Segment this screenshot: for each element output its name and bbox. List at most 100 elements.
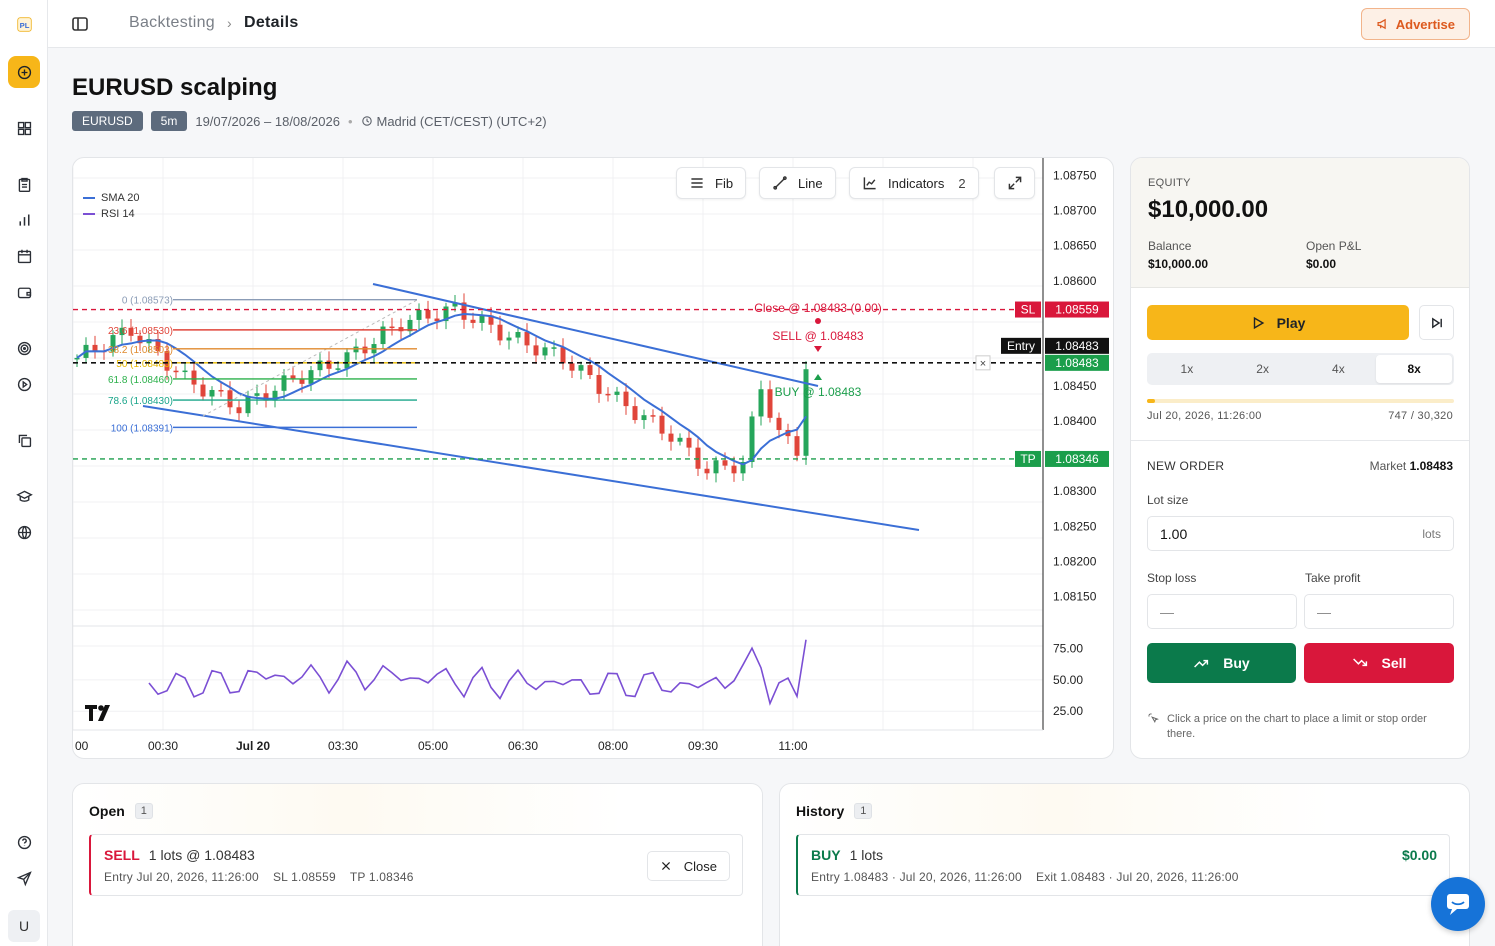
- history-details: Entry 1.08483 · Jul 20, 2026, 11:26:00 E…: [811, 870, 1239, 884]
- open-position-row[interactable]: SELL 1 lots @ 1.08483 Entry Jul 20, 2026…: [89, 834, 743, 896]
- logo-icon[interactable]: PL: [8, 8, 40, 40]
- candle-body: [263, 393, 269, 401]
- history-entry: Entry 1.08483 · Jul 20, 2026, 11:26:00: [811, 870, 1022, 884]
- playback-progress[interactable]: [1147, 399, 1454, 403]
- time-tick-label: 03:30: [328, 739, 358, 753]
- entry-tag: Entry: [1007, 339, 1035, 353]
- step-forward-button[interactable]: [1419, 305, 1454, 340]
- tp-price-tag: 1.08346: [1055, 452, 1099, 466]
- close-annotation: Close @ 1.08483 (0.00): [754, 301, 882, 315]
- market-price: Market 1.08483: [1370, 459, 1453, 473]
- bar-chart-icon[interactable]: [8, 204, 40, 236]
- balance-value: $10,000.00: [1148, 257, 1209, 271]
- speed-option-4x[interactable]: 4x: [1332, 362, 1345, 376]
- separator-dot: •: [347, 113, 353, 129]
- candle-body: [704, 468, 710, 474]
- user-avatar[interactable]: U: [8, 910, 40, 942]
- position-side: SELL: [104, 847, 140, 863]
- speed-option-1x[interactable]: 1x: [1180, 362, 1194, 376]
- wallet-icon[interactable]: [8, 276, 40, 308]
- play-circle-icon[interactable]: [8, 368, 40, 400]
- candle-body: [515, 331, 521, 338]
- candle-body: [308, 370, 314, 384]
- buy-button[interactable]: Buy: [1147, 643, 1296, 683]
- price-tick-label: 1.08200: [1053, 554, 1097, 568]
- symbol-badge: EURUSD: [72, 111, 143, 131]
- candle-body: [380, 326, 386, 345]
- fullscreen-button[interactable]: [994, 167, 1035, 199]
- candle-body: [227, 390, 233, 408]
- take-profit-placeholder: —: [1317, 603, 1331, 620]
- dashboard-icon[interactable]: [8, 112, 40, 144]
- candle-body: [236, 407, 242, 414]
- candle-body: [470, 319, 476, 323]
- candle-body: [731, 465, 737, 474]
- candle-body: [290, 375, 296, 379]
- take-profit-input[interactable]: —: [1304, 594, 1454, 629]
- candle-body: [542, 347, 548, 356]
- candle-body: [677, 437, 683, 442]
- candle-body: [110, 335, 116, 352]
- candle-body: [164, 351, 170, 371]
- candle-body: [119, 327, 125, 336]
- candle-body: [218, 389, 224, 392]
- candle-body: [506, 337, 512, 341]
- fib-label: Fib: [715, 175, 734, 191]
- clock-icon: [361, 116, 372, 126]
- price-chart[interactable]: 1.08750 1.08700 1.08650 1.08600 1.08450 1.084…: [73, 158, 1114, 759]
- breadcrumb-parent[interactable]: Backtesting: [129, 14, 216, 31]
- new-order-title: NEW ORDER: [1147, 459, 1225, 473]
- candle-body: [794, 436, 800, 456]
- clipboard-icon[interactable]: [8, 168, 40, 200]
- chat-support-button[interactable]: [1431, 877, 1485, 931]
- speed-option-8x[interactable]: 8x: [1376, 355, 1452, 383]
- trade-panel: EQUITY $10,000.00 Balance $10,000.00 Ope…: [1130, 157, 1470, 759]
- stop-loss-input[interactable]: —: [1147, 594, 1297, 629]
- calendar-icon[interactable]: [8, 240, 40, 272]
- candle-body: [425, 309, 431, 319]
- candle-body: [659, 415, 665, 434]
- add-icon[interactable]: [8, 56, 40, 88]
- target-icon[interactable]: [8, 332, 40, 364]
- trendline-upper: [372, 283, 819, 387]
- close-position-button[interactable]: Close: [646, 851, 730, 881]
- candle-body: [335, 368, 341, 370]
- take-profit-label: Take profit: [1305, 571, 1361, 585]
- globe-icon[interactable]: [8, 516, 40, 548]
- speed-option-2x[interactable]: 2x: [1256, 362, 1269, 376]
- fib-level-label: 78.6 (1.08430): [108, 396, 173, 407]
- advertise-label: Advertise: [1395, 16, 1455, 32]
- chat-icon: [1447, 894, 1469, 915]
- session-meta: EURUSD 5m 19/07/2026 – 18/08/2026 • Madr…: [72, 111, 547, 131]
- candle-body: [299, 378, 305, 384]
- date-range: 19/07/2026 – 18/08/2026: [195, 113, 340, 129]
- graduation-cap-icon[interactable]: [8, 480, 40, 512]
- candle-body: [128, 327, 134, 336]
- sell-arrow-marker: [814, 346, 822, 352]
- fib-level-label: 100 (1.08391): [111, 423, 173, 434]
- candle-body: [497, 324, 503, 341]
- position-tp: TP 1.08346: [349, 870, 414, 884]
- sell-button[interactable]: Sell: [1304, 643, 1454, 683]
- sl-price-tag-bg: [1045, 301, 1109, 318]
- history-side: BUY: [811, 847, 841, 863]
- close-label: Close: [683, 858, 717, 874]
- indicators-button[interactable]: Indicators 2: [849, 167, 979, 199]
- svg-text:PL: PL: [19, 20, 29, 29]
- candle-body: [587, 365, 593, 376]
- lot-size-input[interactable]: 1.00 lots: [1147, 516, 1454, 551]
- candle-body: [326, 360, 332, 369]
- candle-body: [749, 416, 755, 463]
- play-button[interactable]: Play: [1147, 305, 1409, 340]
- send-icon[interactable]: [8, 862, 40, 894]
- copy-icon[interactable]: [8, 424, 40, 456]
- history-row[interactable]: BUY 1 lots Entry 1.08483 · Jul 20, 2026,…: [796, 834, 1450, 896]
- line-tool-button[interactable]: Line: [759, 167, 836, 199]
- help-icon[interactable]: [8, 826, 40, 858]
- candle-body: [569, 363, 575, 371]
- legend-swatch: [83, 213, 95, 215]
- fib-tool-button[interactable]: Fib: [676, 167, 747, 199]
- menu-icon: [691, 178, 703, 188]
- sidebar-toggle-icon[interactable]: [70, 14, 90, 34]
- advertise-button[interactable]: Advertise: [1360, 8, 1470, 40]
